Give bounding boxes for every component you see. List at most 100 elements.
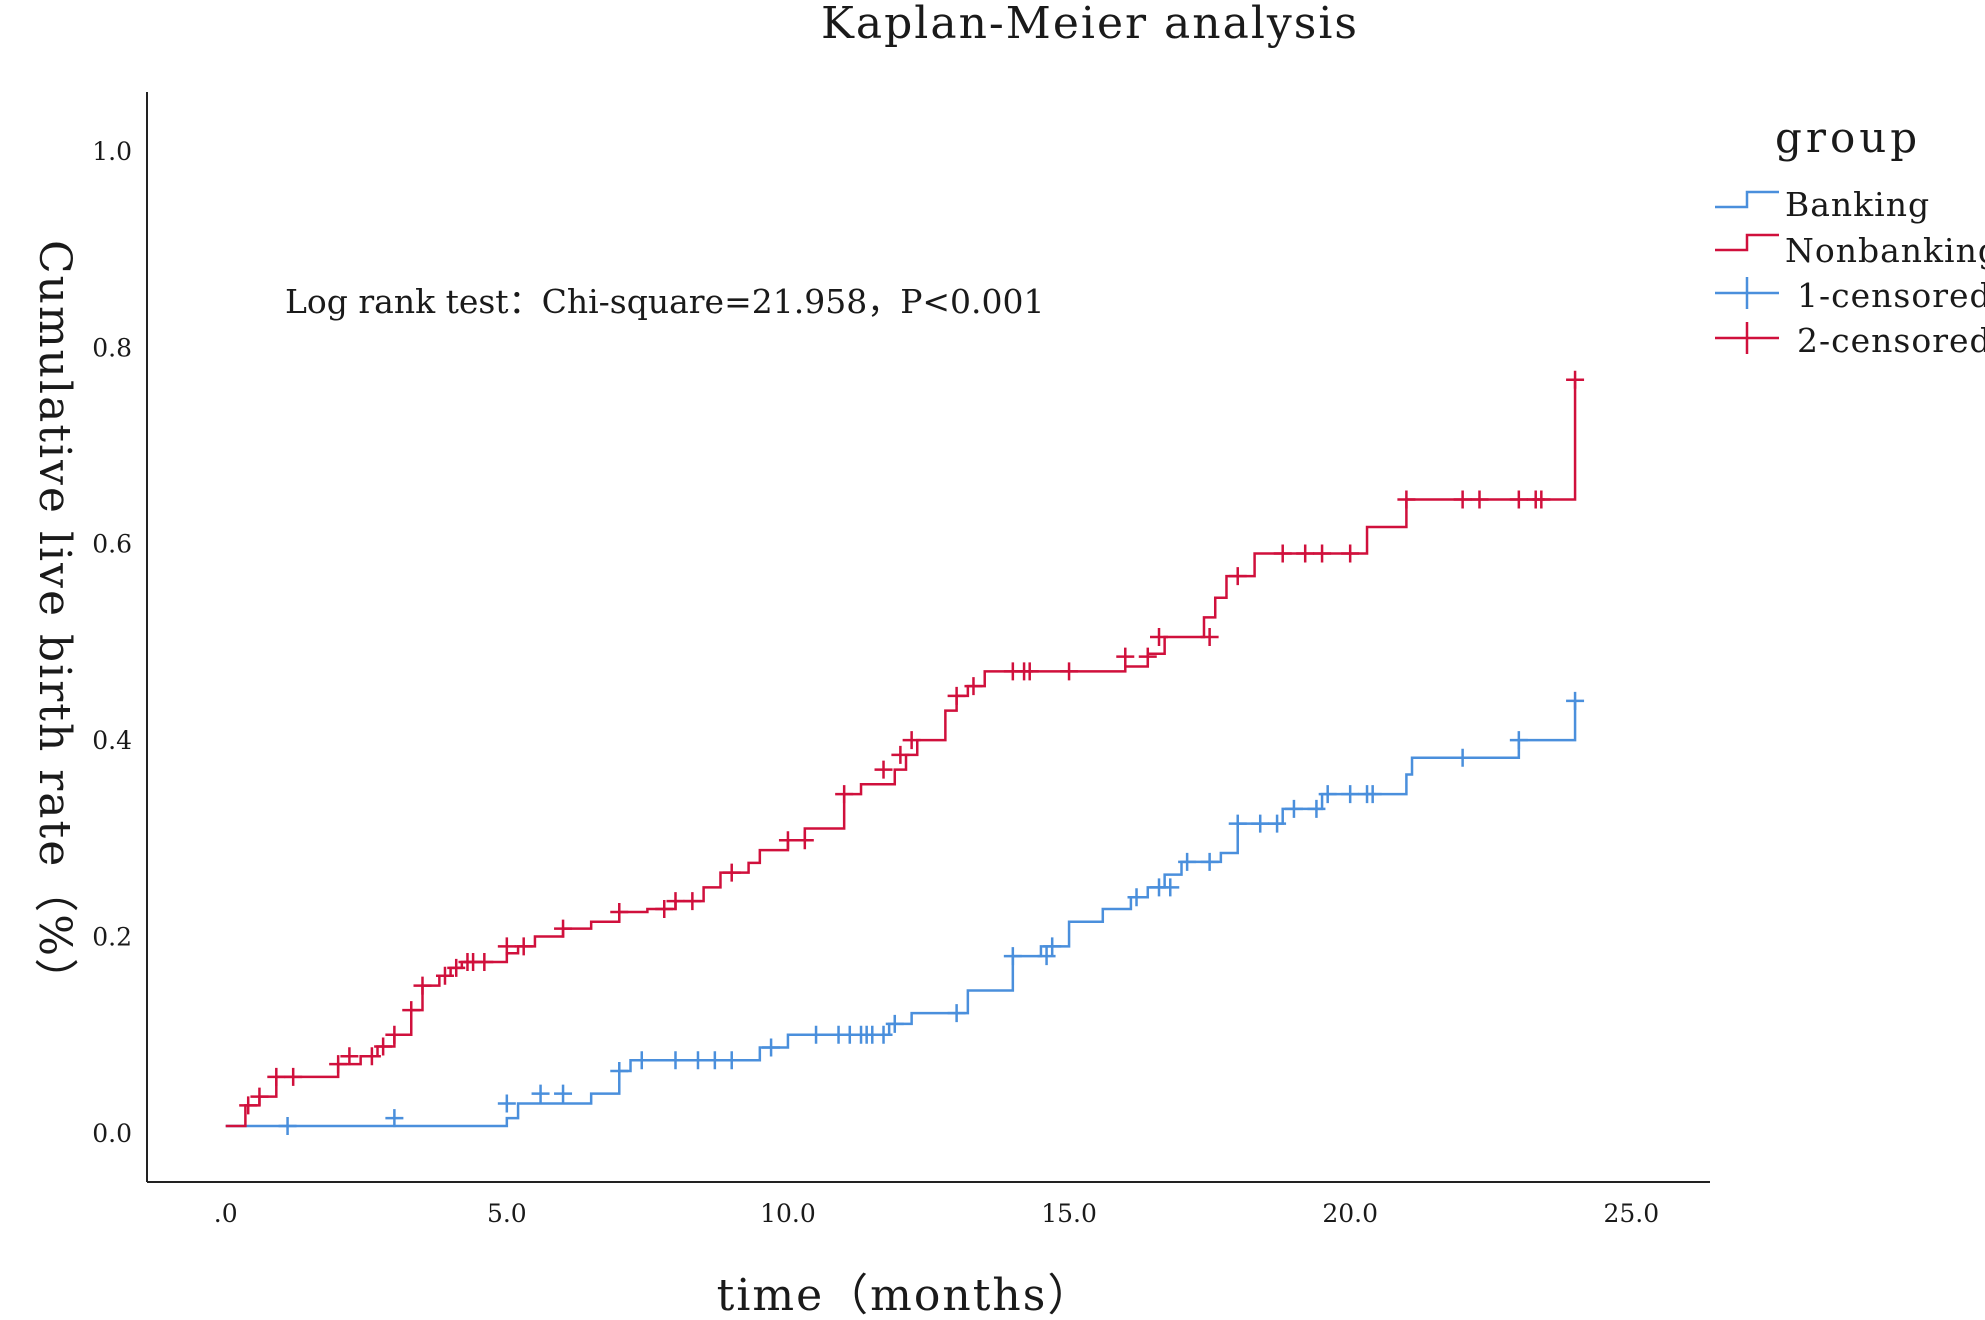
legend-item-banking: Banking bbox=[1715, 185, 1929, 224]
x-tick-label: 20.0 bbox=[1322, 1199, 1378, 1228]
legend-label-1-censored: 1-censored bbox=[1797, 276, 1985, 315]
censor-mark-banking bbox=[666, 1051, 685, 1070]
censor-mark-banking bbox=[1200, 852, 1219, 871]
legend: group Banking Nonbanking 1-censored 2-ce… bbox=[1715, 113, 1985, 360]
censor-mark-nonbanking bbox=[1509, 490, 1528, 509]
censor-mark-nonbanking bbox=[413, 976, 432, 995]
x-tick-label: 10.0 bbox=[760, 1199, 816, 1228]
censor-mark-banking bbox=[1178, 852, 1197, 871]
y-tick-label: 0.4 bbox=[92, 726, 132, 755]
censor-mark-nonbanking bbox=[947, 686, 966, 705]
censor-mark-nonbanking bbox=[891, 745, 910, 764]
censor-mark-nonbanking bbox=[340, 1047, 359, 1066]
series-layer bbox=[225, 370, 1585, 1136]
censor-mark-banking bbox=[1003, 947, 1022, 966]
censor-mark-nonbanking bbox=[1060, 662, 1079, 681]
censor-mark-nonbanking bbox=[1228, 567, 1247, 586]
legend-swatch-banking bbox=[1715, 190, 1779, 209]
censor-mark-banking bbox=[1284, 799, 1303, 818]
censor-mark-banking bbox=[947, 1004, 966, 1023]
censor-mark-nonbanking bbox=[374, 1037, 393, 1056]
series-banking bbox=[225, 691, 1585, 1136]
censor-mark-nonbanking bbox=[1453, 490, 1472, 509]
censor-mark-nonbanking bbox=[284, 1067, 303, 1086]
censor-mark-nonbanking bbox=[1296, 544, 1315, 563]
censor-mark-nonbanking bbox=[655, 900, 674, 919]
censor-mark-banking bbox=[1509, 731, 1528, 750]
censor-mark-banking bbox=[531, 1084, 550, 1103]
censor-mark-nonbanking bbox=[1532, 490, 1551, 509]
censor-mark-nonbanking bbox=[447, 958, 466, 977]
censor-mark-banking bbox=[1363, 785, 1382, 804]
legend-item-2-censored: 2-censored bbox=[1715, 321, 1985, 360]
censor-mark-nonbanking bbox=[1116, 647, 1135, 666]
censor-mark-nonbanking bbox=[475, 953, 494, 972]
log-rank-annotation: Log rank test：Chi-square=21.958，P<0.001 bbox=[285, 282, 1045, 321]
series-nonbanking bbox=[225, 370, 1585, 1128]
censor-mark-nonbanking bbox=[1313, 544, 1332, 563]
censor-mark-banking bbox=[762, 1038, 781, 1057]
censor-mark-nonbanking bbox=[666, 892, 685, 911]
legend-swatch-1-censored bbox=[1715, 277, 1779, 309]
censor-mark-nonbanking bbox=[795, 831, 814, 850]
censor-mark-nonbanking bbox=[239, 1096, 258, 1115]
censor-mark-nonbanking bbox=[964, 677, 983, 696]
censor-mark-banking bbox=[1037, 947, 1056, 966]
censor-mark-nonbanking bbox=[329, 1055, 348, 1074]
censor-mark-banking bbox=[554, 1084, 573, 1103]
y-tick-label: 0.6 bbox=[92, 530, 132, 559]
x-tick-label: 5.0 bbox=[487, 1199, 527, 1228]
censor-mark-banking bbox=[688, 1051, 707, 1070]
censor-mark-nonbanking bbox=[1150, 628, 1169, 646]
censor-mark-banking bbox=[632, 1051, 651, 1070]
y-axis-label: Cumulative live birth rate（%） bbox=[29, 240, 80, 1004]
legend-label-nonbanking: Nonbanking bbox=[1785, 231, 1985, 270]
censor-mark-nonbanking bbox=[1566, 370, 1585, 389]
censor-mark-nonbanking bbox=[778, 831, 797, 850]
censor-mark-banking bbox=[807, 1025, 826, 1044]
censor-mark-nonbanking bbox=[385, 1025, 404, 1044]
censor-mark-nonbanking bbox=[610, 902, 629, 921]
censor-mark-banking bbox=[1318, 785, 1337, 804]
legend-label-2-censored: 2-censored bbox=[1797, 321, 1985, 360]
x-axis-ticks: .0 5.0 10.0 15.0 20.0 25.0 bbox=[214, 1199, 1659, 1228]
censor-mark-nonbanking bbox=[267, 1067, 286, 1086]
censor-mark-nonbanking bbox=[497, 937, 516, 956]
censor-mark-nonbanking bbox=[835, 785, 854, 804]
censor-mark-nonbanking bbox=[1397, 490, 1416, 509]
legend-item-nonbanking: Nonbanking bbox=[1715, 231, 1985, 270]
censor-mark-nonbanking bbox=[1200, 628, 1219, 646]
censor-mark-banking bbox=[278, 1117, 297, 1136]
censor-mark-banking bbox=[1161, 878, 1180, 897]
censor-mark-nonbanking bbox=[722, 863, 741, 882]
censor-mark-banking bbox=[610, 1062, 629, 1081]
censor-mark-banking bbox=[1251, 814, 1270, 833]
y-axis-ticks: 0.0 0.2 0.4 0.6 0.8 1.0 bbox=[92, 137, 132, 1148]
y-tick-label: 1.0 bbox=[92, 137, 132, 166]
censor-mark-banking bbox=[1127, 888, 1146, 907]
y-tick-label: 0.2 bbox=[92, 923, 132, 952]
y-tick-label: 0.8 bbox=[92, 333, 132, 362]
censor-mark-banking bbox=[385, 1109, 404, 1128]
censor-mark-nonbanking bbox=[362, 1047, 381, 1066]
censor-mark-banking bbox=[885, 1014, 904, 1033]
censor-mark-nonbanking bbox=[250, 1087, 269, 1106]
censor-mark-nonbanking bbox=[435, 966, 454, 985]
censor-mark-banking bbox=[497, 1094, 516, 1113]
legend-swatch-nonbanking bbox=[1715, 233, 1779, 252]
censor-mark-nonbanking bbox=[402, 1001, 421, 1020]
censor-mark-nonbanking bbox=[554, 919, 573, 938]
censor-mark-nonbanking bbox=[514, 937, 533, 956]
censor-mark-nonbanking bbox=[1138, 647, 1157, 666]
censor-mark-banking bbox=[874, 1025, 893, 1044]
censor-mark-banking bbox=[1043, 937, 1062, 956]
x-tick-label: .0 bbox=[214, 1199, 238, 1228]
censor-mark-nonbanking bbox=[902, 731, 921, 750]
y-tick-label: 0.0 bbox=[92, 1119, 132, 1148]
censor-mark-nonbanking bbox=[1470, 490, 1489, 509]
censor-mark-banking bbox=[1268, 814, 1287, 833]
censor-mark-banking bbox=[1341, 785, 1360, 804]
x-axis-label: time（months） bbox=[717, 1270, 1094, 1320]
legend-swatch-2-censored bbox=[1715, 322, 1779, 354]
